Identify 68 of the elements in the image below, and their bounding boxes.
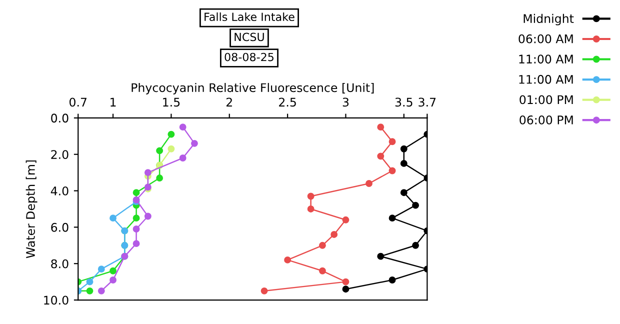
y-axis-title: Water Depth [m] (26, 160, 38, 258)
point (132, 226, 140, 232)
y-tick-label: 0.0 (51, 114, 68, 123)
legend-label: 06:00 AM (518, 34, 573, 44)
point (86, 287, 94, 294)
point (400, 189, 408, 196)
point (377, 252, 384, 260)
chart-subtitle: NCSU (234, 32, 264, 42)
point (412, 242, 420, 249)
point (388, 214, 396, 222)
point (366, 180, 372, 187)
y-tick-label: 10.0 (44, 296, 68, 305)
point (412, 202, 420, 209)
point (144, 212, 152, 220)
legend-label: 01:00 PM (520, 95, 573, 104)
point (132, 189, 140, 196)
legend-label: 11:00 AM (519, 74, 573, 84)
point (388, 276, 396, 284)
point (260, 287, 268, 294)
point (156, 147, 164, 154)
point (342, 286, 350, 293)
point (191, 140, 198, 147)
point (400, 160, 408, 167)
point (307, 206, 314, 212)
point (168, 130, 175, 138)
x-tick-label: 1 (110, 98, 116, 106)
point (98, 266, 105, 273)
x-tick-label: 3.5 (395, 98, 412, 107)
point (388, 138, 396, 146)
y-tick-label: 4.0 (50, 186, 68, 196)
legend-label: 06:00 PM (520, 115, 573, 124)
point (132, 240, 140, 248)
point (377, 152, 384, 160)
point (307, 192, 314, 200)
point (168, 145, 175, 152)
x-tick-label: 2 (226, 98, 232, 106)
point (377, 124, 384, 131)
text: 08-08-25 (224, 52, 274, 62)
y-tick-label: 6.0 (51, 222, 68, 232)
point (156, 174, 164, 182)
point (179, 154, 186, 162)
x-tick-label: 0.7 (70, 98, 86, 107)
point (132, 214, 140, 222)
point (342, 278, 350, 286)
x-tick-label: 3 (342, 98, 349, 107)
x-tick-label: 2.5 (279, 98, 296, 107)
point (330, 231, 338, 238)
point (144, 169, 152, 176)
x-axis-title: Phycocyanin Relative Fluorescence [Unit] (132, 82, 374, 94)
legend-label: Midnight (524, 14, 574, 26)
chart-title: Falls Lake Intake (204, 12, 294, 22)
point (400, 145, 408, 152)
point (110, 267, 116, 274)
point (318, 267, 326, 274)
point (342, 216, 350, 224)
y-tick-label: 2.0 (51, 150, 68, 160)
point (388, 167, 396, 174)
point (284, 256, 292, 264)
point (86, 278, 94, 286)
point (98, 287, 105, 294)
legend-label: 11:00 AM (519, 54, 573, 64)
x-tick-label: 1.5 (163, 98, 180, 107)
y-tick-label: 8.0 (51, 259, 68, 268)
x-tick-label: 3.7 (418, 98, 436, 107)
point (318, 242, 326, 249)
point (179, 124, 186, 131)
point (110, 214, 116, 222)
point (110, 276, 116, 284)
